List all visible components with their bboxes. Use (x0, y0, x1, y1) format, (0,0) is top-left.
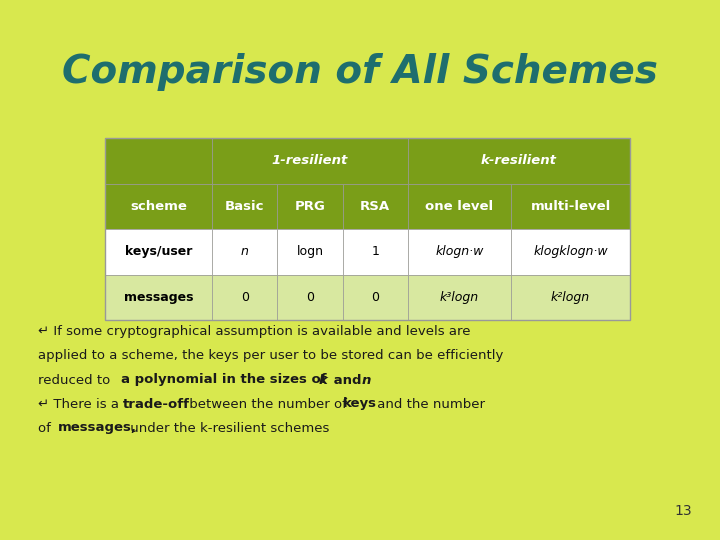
Text: reduced to: reduced to (38, 374, 114, 387)
Text: messages,: messages, (58, 422, 137, 435)
Text: 0: 0 (372, 291, 379, 303)
Text: k: k (319, 374, 328, 387)
Text: 0: 0 (241, 291, 249, 303)
Text: Comparison of All Schemes: Comparison of All Schemes (62, 53, 658, 91)
Bar (105, 184, 212, 229)
Text: klogklogn·w: klogklogn·w (534, 245, 608, 258)
Bar (212, 229, 277, 274)
Text: keys/user: keys/user (125, 245, 192, 258)
Text: under the k-resilient schemes: under the k-resilient schemes (126, 422, 329, 435)
Text: and the number: and the number (373, 397, 485, 410)
Text: 1-resilient: 1-resilient (272, 154, 348, 167)
Text: 13: 13 (675, 504, 692, 518)
Bar (212, 184, 277, 229)
Text: klogn·w: klogn·w (436, 245, 484, 258)
Bar (343, 229, 408, 274)
Text: PRG: PRG (294, 200, 325, 213)
Bar (343, 184, 408, 229)
Bar (105, 138, 630, 320)
Bar (212, 138, 408, 184)
Text: trade-off: trade-off (123, 397, 190, 410)
Text: n: n (241, 245, 249, 258)
Text: keys: keys (343, 397, 377, 410)
Text: ↵ There is a: ↵ There is a (38, 397, 123, 410)
Bar (105, 138, 212, 184)
Text: Basic: Basic (225, 200, 265, 213)
Text: applied to a scheme, the keys per user to be stored can be efficiently: applied to a scheme, the keys per user t… (38, 349, 503, 362)
Text: messages: messages (124, 291, 194, 303)
Bar (511, 274, 630, 320)
Bar (105, 229, 212, 274)
Text: between the number of: between the number of (185, 397, 351, 410)
Bar (511, 184, 630, 229)
Text: k-resilient: k-resilient (481, 154, 557, 167)
Text: of: of (38, 422, 55, 435)
Bar (343, 274, 408, 320)
Text: one level: one level (426, 200, 493, 213)
Text: scheme: scheme (130, 200, 187, 213)
Bar (212, 274, 277, 320)
Bar (408, 184, 511, 229)
Bar (408, 229, 511, 274)
Bar (277, 274, 343, 320)
Text: 1: 1 (372, 245, 379, 258)
Text: n: n (362, 374, 372, 387)
Text: ↵ If some cryptographical assumption is available and levels are: ↵ If some cryptographical assumption is … (38, 326, 470, 339)
Text: logn: logn (297, 245, 323, 258)
Bar (408, 274, 511, 320)
Bar (277, 184, 343, 229)
Text: and: and (329, 374, 366, 387)
Bar (511, 229, 630, 274)
Text: k³logn: k³logn (440, 291, 479, 303)
Bar (105, 274, 212, 320)
Bar (408, 138, 630, 184)
Text: RSA: RSA (360, 200, 390, 213)
Text: a polynomial in the sizes of: a polynomial in the sizes of (121, 374, 331, 387)
Text: k²logn: k²logn (551, 291, 590, 303)
Bar (277, 229, 343, 274)
Text: 0: 0 (306, 291, 314, 303)
Text: multi-level: multi-level (531, 200, 611, 213)
